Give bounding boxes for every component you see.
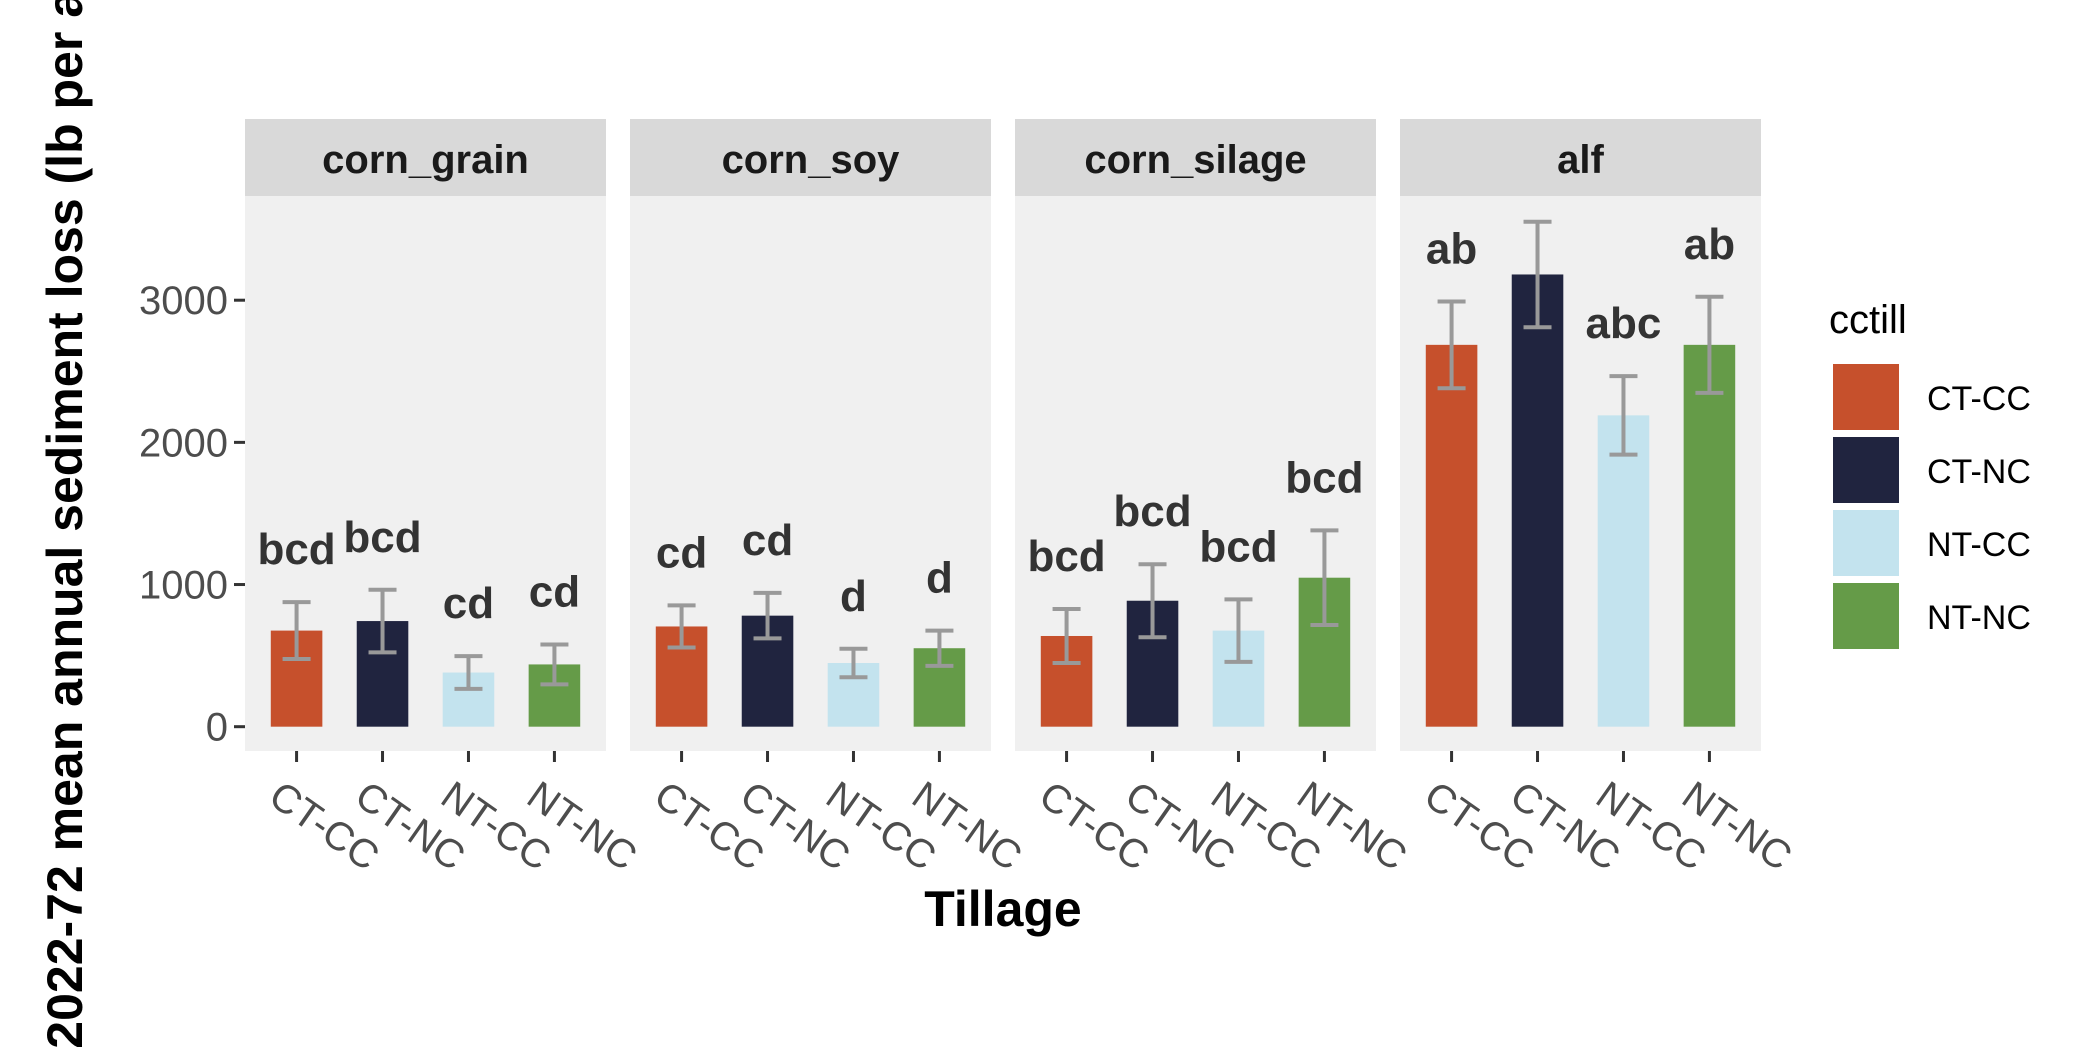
data-label: bcd xyxy=(343,513,421,562)
error-bar xyxy=(1052,606,1081,666)
error-bar xyxy=(667,603,696,650)
data-label: bcd xyxy=(257,525,335,574)
error-bar xyxy=(282,600,311,662)
bar xyxy=(1425,344,1478,727)
facet-strip xyxy=(1015,119,1376,196)
legend-label: CT-CC xyxy=(1927,380,2031,418)
facet-label: corn_silage xyxy=(1084,138,1306,182)
error-bar xyxy=(454,654,483,691)
x-axis-title: Tillage xyxy=(924,881,1081,937)
legend-swatch xyxy=(1831,581,1901,651)
data-label: ab xyxy=(1684,220,1735,269)
error-bar xyxy=(925,628,954,668)
legend-label: CT-NC xyxy=(1927,453,2031,491)
y-tick-label: 1000 xyxy=(139,564,228,608)
facet-label: corn_soy xyxy=(722,138,901,182)
error-bar xyxy=(1310,528,1339,628)
data-label: abc xyxy=(1586,299,1662,348)
bar xyxy=(1511,274,1564,727)
error-bar xyxy=(1609,374,1638,457)
facet-label: corn_grain xyxy=(322,138,529,182)
legend-label: NT-CC xyxy=(1927,526,2031,564)
data-label: d xyxy=(926,554,953,603)
y-tick-label: 3000 xyxy=(139,279,228,323)
data-label: bcd xyxy=(1285,453,1363,502)
data-label: cd xyxy=(742,516,793,565)
bar xyxy=(1683,344,1736,727)
error-bar xyxy=(1138,562,1167,640)
y-tick-label: 2000 xyxy=(139,421,228,465)
data-label: bcd xyxy=(1027,532,1105,581)
error-bar xyxy=(540,642,569,687)
legend-title: cctill xyxy=(1829,298,1907,342)
error-bar xyxy=(1695,294,1724,395)
error-bar xyxy=(839,646,868,680)
data-label: cd xyxy=(656,528,707,577)
facet-strip xyxy=(630,119,991,196)
data-label: ab xyxy=(1426,224,1477,273)
data-label: cd xyxy=(529,568,580,617)
legend-swatch xyxy=(1831,435,1901,505)
bar xyxy=(1597,415,1650,727)
error-bar xyxy=(1523,219,1552,330)
legend-swatch xyxy=(1831,508,1901,578)
facet-strip xyxy=(1400,119,1761,196)
legend-label: NT-NC xyxy=(1927,599,2031,637)
facet-label: alf xyxy=(1557,138,1604,182)
y-axis-title: 2022-72 mean annual sediment loss (lb pe… xyxy=(37,0,93,1049)
error-bar xyxy=(1224,597,1253,664)
data-label: cd xyxy=(443,579,494,628)
error-bar xyxy=(368,587,397,655)
error-bar xyxy=(753,590,782,641)
data-label: bcd xyxy=(1199,522,1277,571)
data-label: bcd xyxy=(1113,487,1191,536)
y-tick-label: 0 xyxy=(206,706,228,750)
error-bar xyxy=(1437,299,1466,391)
legend-swatch xyxy=(1831,362,1901,432)
data-label: d xyxy=(840,572,867,621)
facet-strip xyxy=(245,119,606,196)
